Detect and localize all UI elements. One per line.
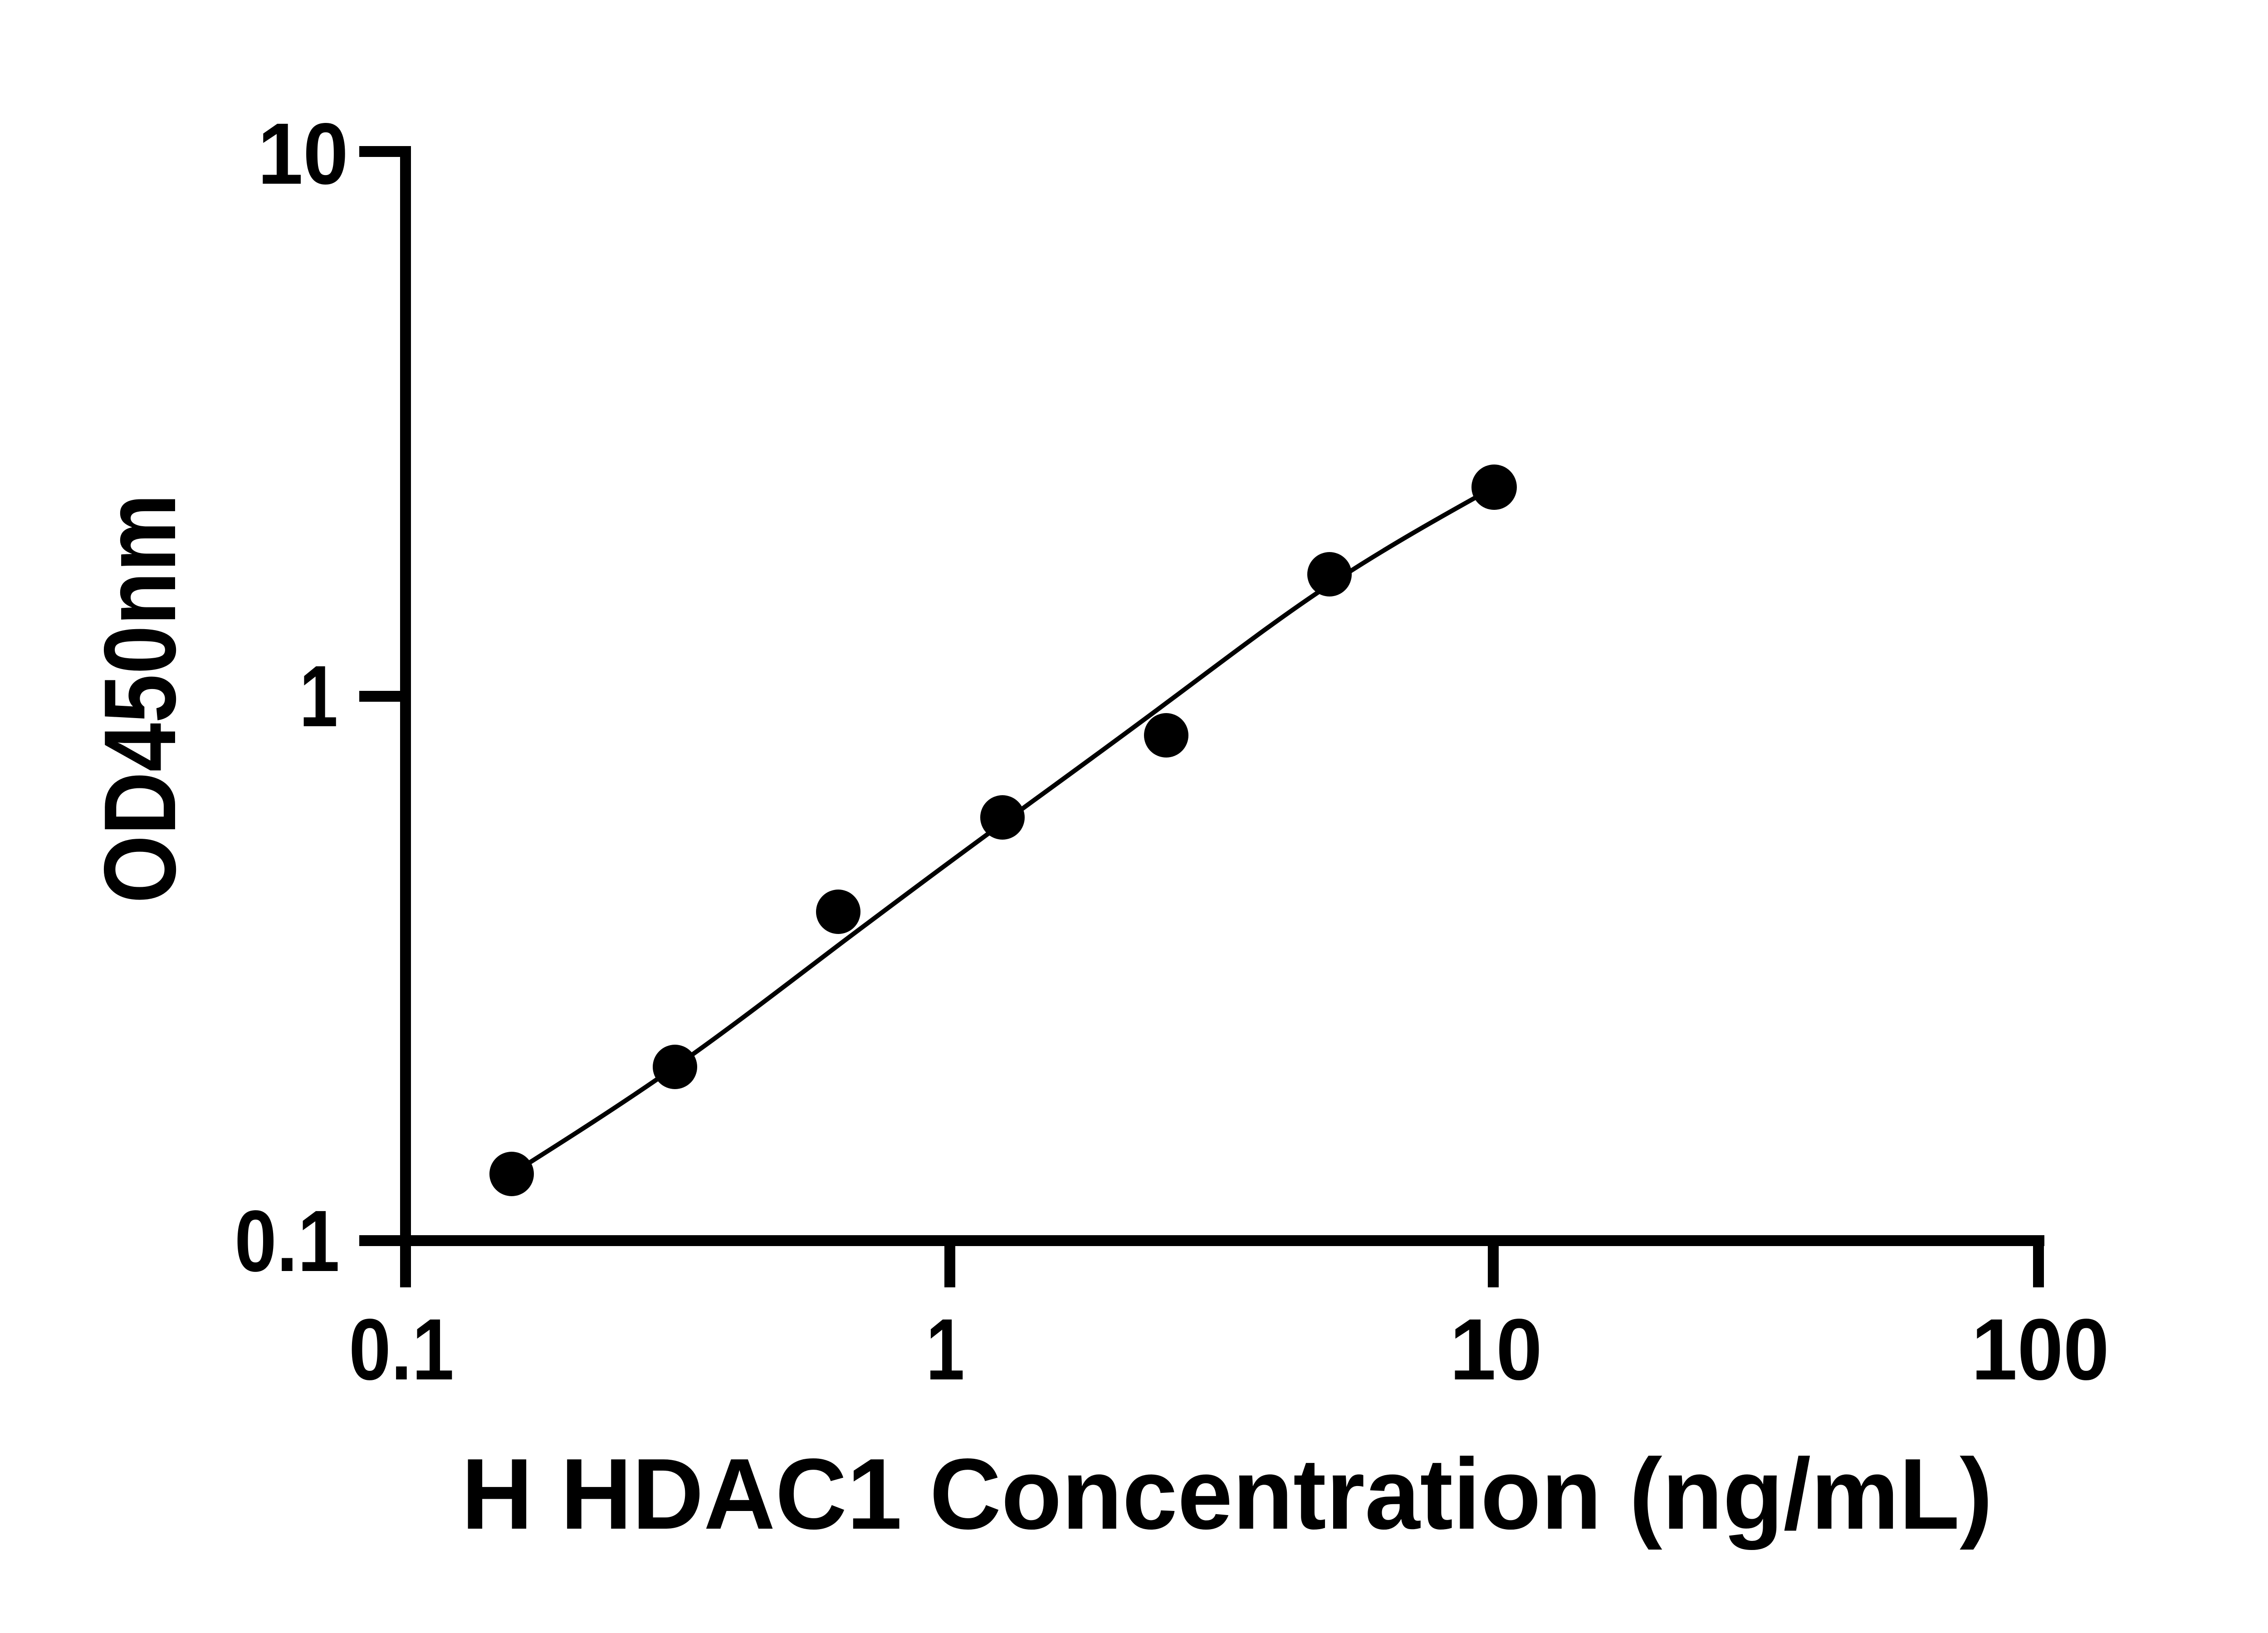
svg-text:0.1: 0.1 [235,1192,340,1290]
svg-text:OD450nm: OD450nm [83,494,197,904]
svg-text:H HDAC1 Concentration (ng/mL): H HDAC1 Concentration (ng/mL) [461,1438,1993,1550]
svg-text:0.1: 0.1 [349,1301,454,1398]
svg-text:10: 10 [1450,1301,1542,1398]
svg-text:100: 100 [1971,1301,2109,1398]
svg-text:10: 10 [258,105,348,202]
svg-text:1: 1 [926,1301,965,1398]
svg-text:1: 1 [299,647,338,745]
